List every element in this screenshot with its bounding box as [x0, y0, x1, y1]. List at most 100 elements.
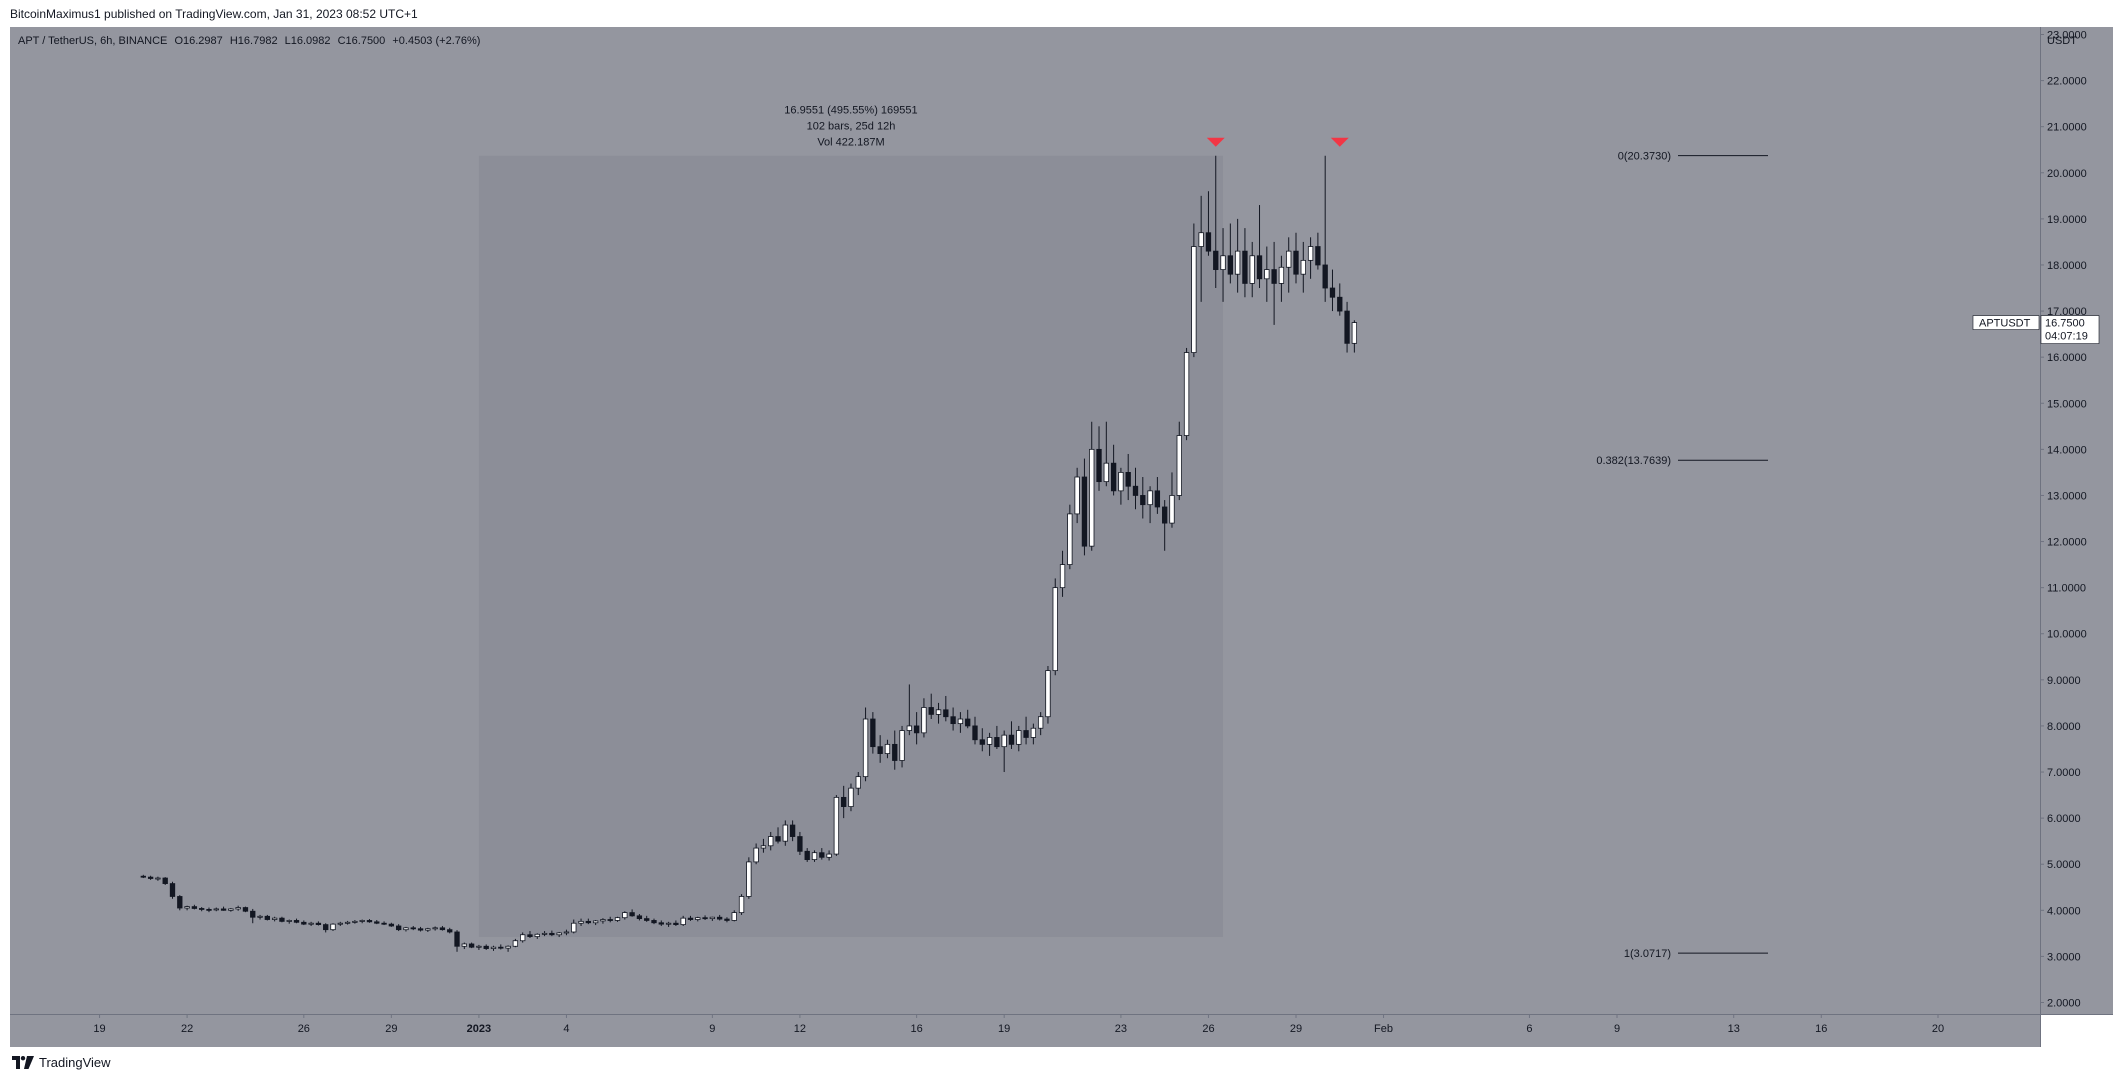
fib-level-label: 1(3.0717) — [1624, 948, 1671, 960]
candle-up — [1030, 727, 1037, 738]
price-tick-label: 10.0000 — [2047, 629, 2087, 641]
candle-down — [1205, 232, 1212, 252]
price-tick-label: 21.0000 — [2047, 122, 2087, 134]
price-axis-unit: USDT — [2047, 35, 2077, 47]
candlestick-chart[interactable]: 0(20.3730) 0.382(13.7639) 1(3.0717) 2.0000… — [10, 27, 2113, 1047]
candle-down — [1140, 495, 1146, 506]
candle-down — [724, 918, 730, 921]
brand[interactable]: TradingView — [12, 1055, 111, 1070]
price-tick-label: 3.0000 — [2047, 951, 2081, 963]
candle-down — [979, 739, 985, 745]
candle-up — [884, 743, 891, 754]
candle-up — [1045, 670, 1051, 718]
chart-frame[interactable]: 0(20.3730) 0.382(13.7639) 1(3.0717) 2.0000… — [10, 27, 2113, 1047]
time-tick-label: 9 — [709, 1023, 715, 1035]
candle-up — [921, 707, 927, 734]
candle-up — [833, 796, 840, 855]
candle-down — [1329, 287, 1336, 298]
price-tick-label: 4.0000 — [2047, 905, 2081, 917]
candle-down — [293, 920, 300, 923]
candle-up — [957, 718, 964, 725]
candle-down — [870, 718, 876, 748]
candle-up — [1052, 587, 1058, 672]
candle-up — [1118, 472, 1124, 492]
candle-down — [439, 927, 446, 931]
candle-up — [534, 933, 540, 937]
time-axis-background[interactable] — [10, 1014, 2040, 1047]
candle-down — [388, 923, 395, 927]
tag-countdown: 04:07:19 — [2045, 331, 2088, 343]
candle-down — [972, 725, 978, 741]
candle-down — [549, 932, 555, 936]
symbol-legend[interactable]: APT / TetherUS, 6h, BINANCE O16.2987 H16… — [18, 35, 480, 47]
tag-price: 16.7500 — [2045, 318, 2085, 330]
candle-down — [169, 883, 176, 897]
price-tick-label: 15.0000 — [2047, 398, 2087, 410]
candle-down — [527, 934, 533, 937]
price-tick-label: 22.0000 — [2047, 76, 2087, 88]
price-tick-label: 20.0000 — [2047, 168, 2087, 180]
tag-symbol-background — [1972, 315, 2040, 330]
candle-down — [1081, 476, 1088, 547]
candle-down — [395, 925, 402, 931]
candle-up — [665, 922, 672, 925]
time-tick-label: 29 — [385, 1023, 397, 1035]
price-tick-label: 5.0000 — [2047, 859, 2081, 871]
bearish-marker-icon — [1330, 137, 1349, 147]
fib-retracement[interactable]: 0(20.3730) 0.382(13.7639) 1(3.0717) — [1596, 151, 1768, 961]
candle-up — [1198, 232, 1204, 247]
date-range-measure-box[interactable] — [478, 155, 1224, 938]
candle-up — [1176, 435, 1182, 496]
candle-down — [913, 725, 920, 734]
candle-up — [592, 920, 599, 924]
candle-down — [994, 737, 1000, 748]
candle-up — [1264, 269, 1270, 280]
time-tick-label: 20 — [1932, 1023, 1944, 1035]
candle-up — [1278, 266, 1285, 284]
candle-up — [541, 932, 548, 935]
open-label: O — [174, 35, 183, 47]
candle-up — [986, 737, 993, 745]
candle-down — [301, 921, 307, 925]
candle-down — [498, 946, 504, 949]
price-axis-background[interactable] — [2040, 27, 2113, 1014]
time-tick-label: 26 — [298, 1023, 310, 1035]
candle-down — [177, 896, 183, 909]
candle-down — [250, 910, 256, 918]
fib-level-label: 0(20.3730) — [1618, 151, 1671, 163]
candle-down — [1271, 269, 1277, 284]
candle-up — [848, 787, 854, 807]
tradingview-logo-icon — [12, 1056, 34, 1069]
candle-up — [330, 923, 336, 931]
candle-up — [578, 920, 584, 924]
candle-up — [271, 917, 278, 920]
brand-name: TradingView — [39, 1055, 111, 1070]
candle-down — [658, 922, 664, 925]
candle-up — [228, 908, 234, 911]
candle-down — [374, 921, 380, 924]
svg-text:APT / TetherUS, 6h, BINANCE: APT / TetherUS, 6h, BINANCE O16.2987 H16… — [18, 35, 480, 47]
close-value: 16.7500 — [346, 35, 386, 47]
candle-up — [1351, 322, 1358, 344]
candle-down — [1315, 246, 1321, 266]
candle-down — [1227, 255, 1234, 275]
bearish-marker-icon — [1206, 137, 1225, 147]
candle-down — [651, 920, 657, 924]
candle-up — [571, 922, 577, 933]
candle-down — [789, 824, 796, 837]
candle-up — [855, 776, 861, 789]
change-value: +0.4503 (+2.76%) — [392, 35, 480, 47]
candle-down — [943, 709, 949, 718]
price-tick-label: 14.0000 — [2047, 444, 2087, 456]
last-price-tag[interactable]: APTUSDT 16.7500 04:07:19 — [1972, 315, 2100, 344]
candle-down — [819, 852, 825, 858]
tag-symbol: APTUSDT — [1979, 318, 2031, 330]
time-tick-label: 9 — [1614, 1023, 1620, 1035]
candle-up — [257, 915, 263, 918]
candle-up — [1074, 476, 1080, 515]
candle-up — [1249, 255, 1255, 284]
candle-up — [1220, 255, 1226, 270]
time-tick-label: 22 — [181, 1023, 193, 1035]
candle-down — [1256, 255, 1263, 280]
tag-price-background — [2040, 315, 2100, 344]
